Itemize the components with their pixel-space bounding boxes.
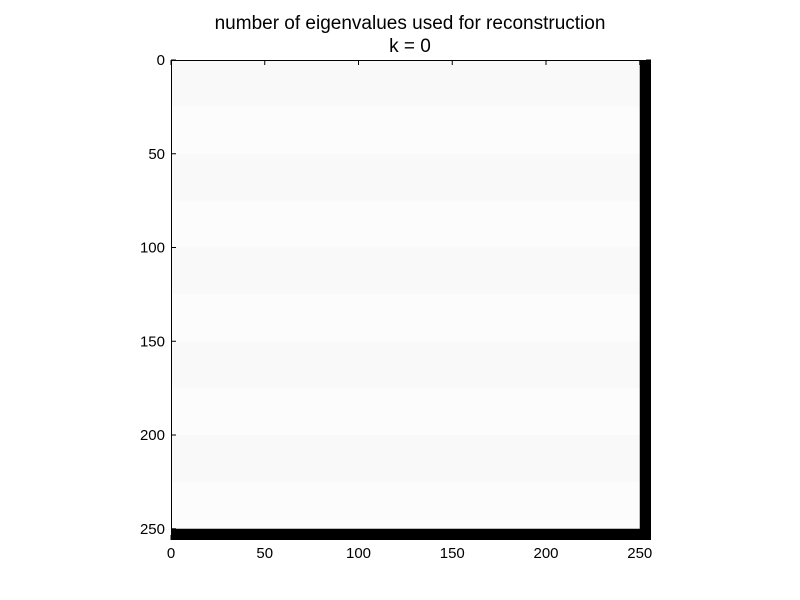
x-tick-label: 100: [346, 545, 371, 562]
x-axis: 0 50 100 150 200 250: [167, 60, 652, 562]
heatmap-band: [171, 153, 651, 201]
axes-frame: [171, 60, 651, 540]
heatmap-band: [171, 481, 651, 529]
y-axis: 0 50 100 150 200 250: [140, 52, 651, 538]
heatmap-band: [171, 388, 651, 435]
y-tick-label: 100: [140, 240, 165, 257]
y-tick-label: 200: [140, 427, 165, 444]
chart-title: number of eigenvalues used for reconstru…: [214, 13, 606, 34]
y-tick-label: 150: [140, 333, 165, 350]
heatmap-band: [171, 60, 651, 107]
y-tick-label: 0: [157, 52, 165, 69]
y-tick-label: 250: [140, 521, 165, 538]
x-tick-label: 50: [256, 545, 273, 562]
heatmap-band: [171, 106, 651, 154]
x-tick-label: 200: [533, 545, 558, 562]
heatmap-dark-right-edge: [639, 60, 651, 540]
heatmap-dark-bottom-edge: [171, 528, 651, 540]
x-tick-label: 250: [627, 545, 652, 562]
heatmap-band: [171, 435, 651, 482]
heatmap-band: [171, 247, 651, 295]
heatmap-band: [171, 294, 651, 342]
heatmap-band: [171, 200, 651, 248]
heatmap-image: [171, 60, 651, 540]
chart-subtitle: k = 0: [389, 36, 431, 57]
x-tick-label: 150: [440, 545, 465, 562]
x-tick-label: 0: [167, 545, 175, 562]
heatmap-band: [171, 341, 651, 389]
y-tick-label: 50: [148, 146, 165, 163]
